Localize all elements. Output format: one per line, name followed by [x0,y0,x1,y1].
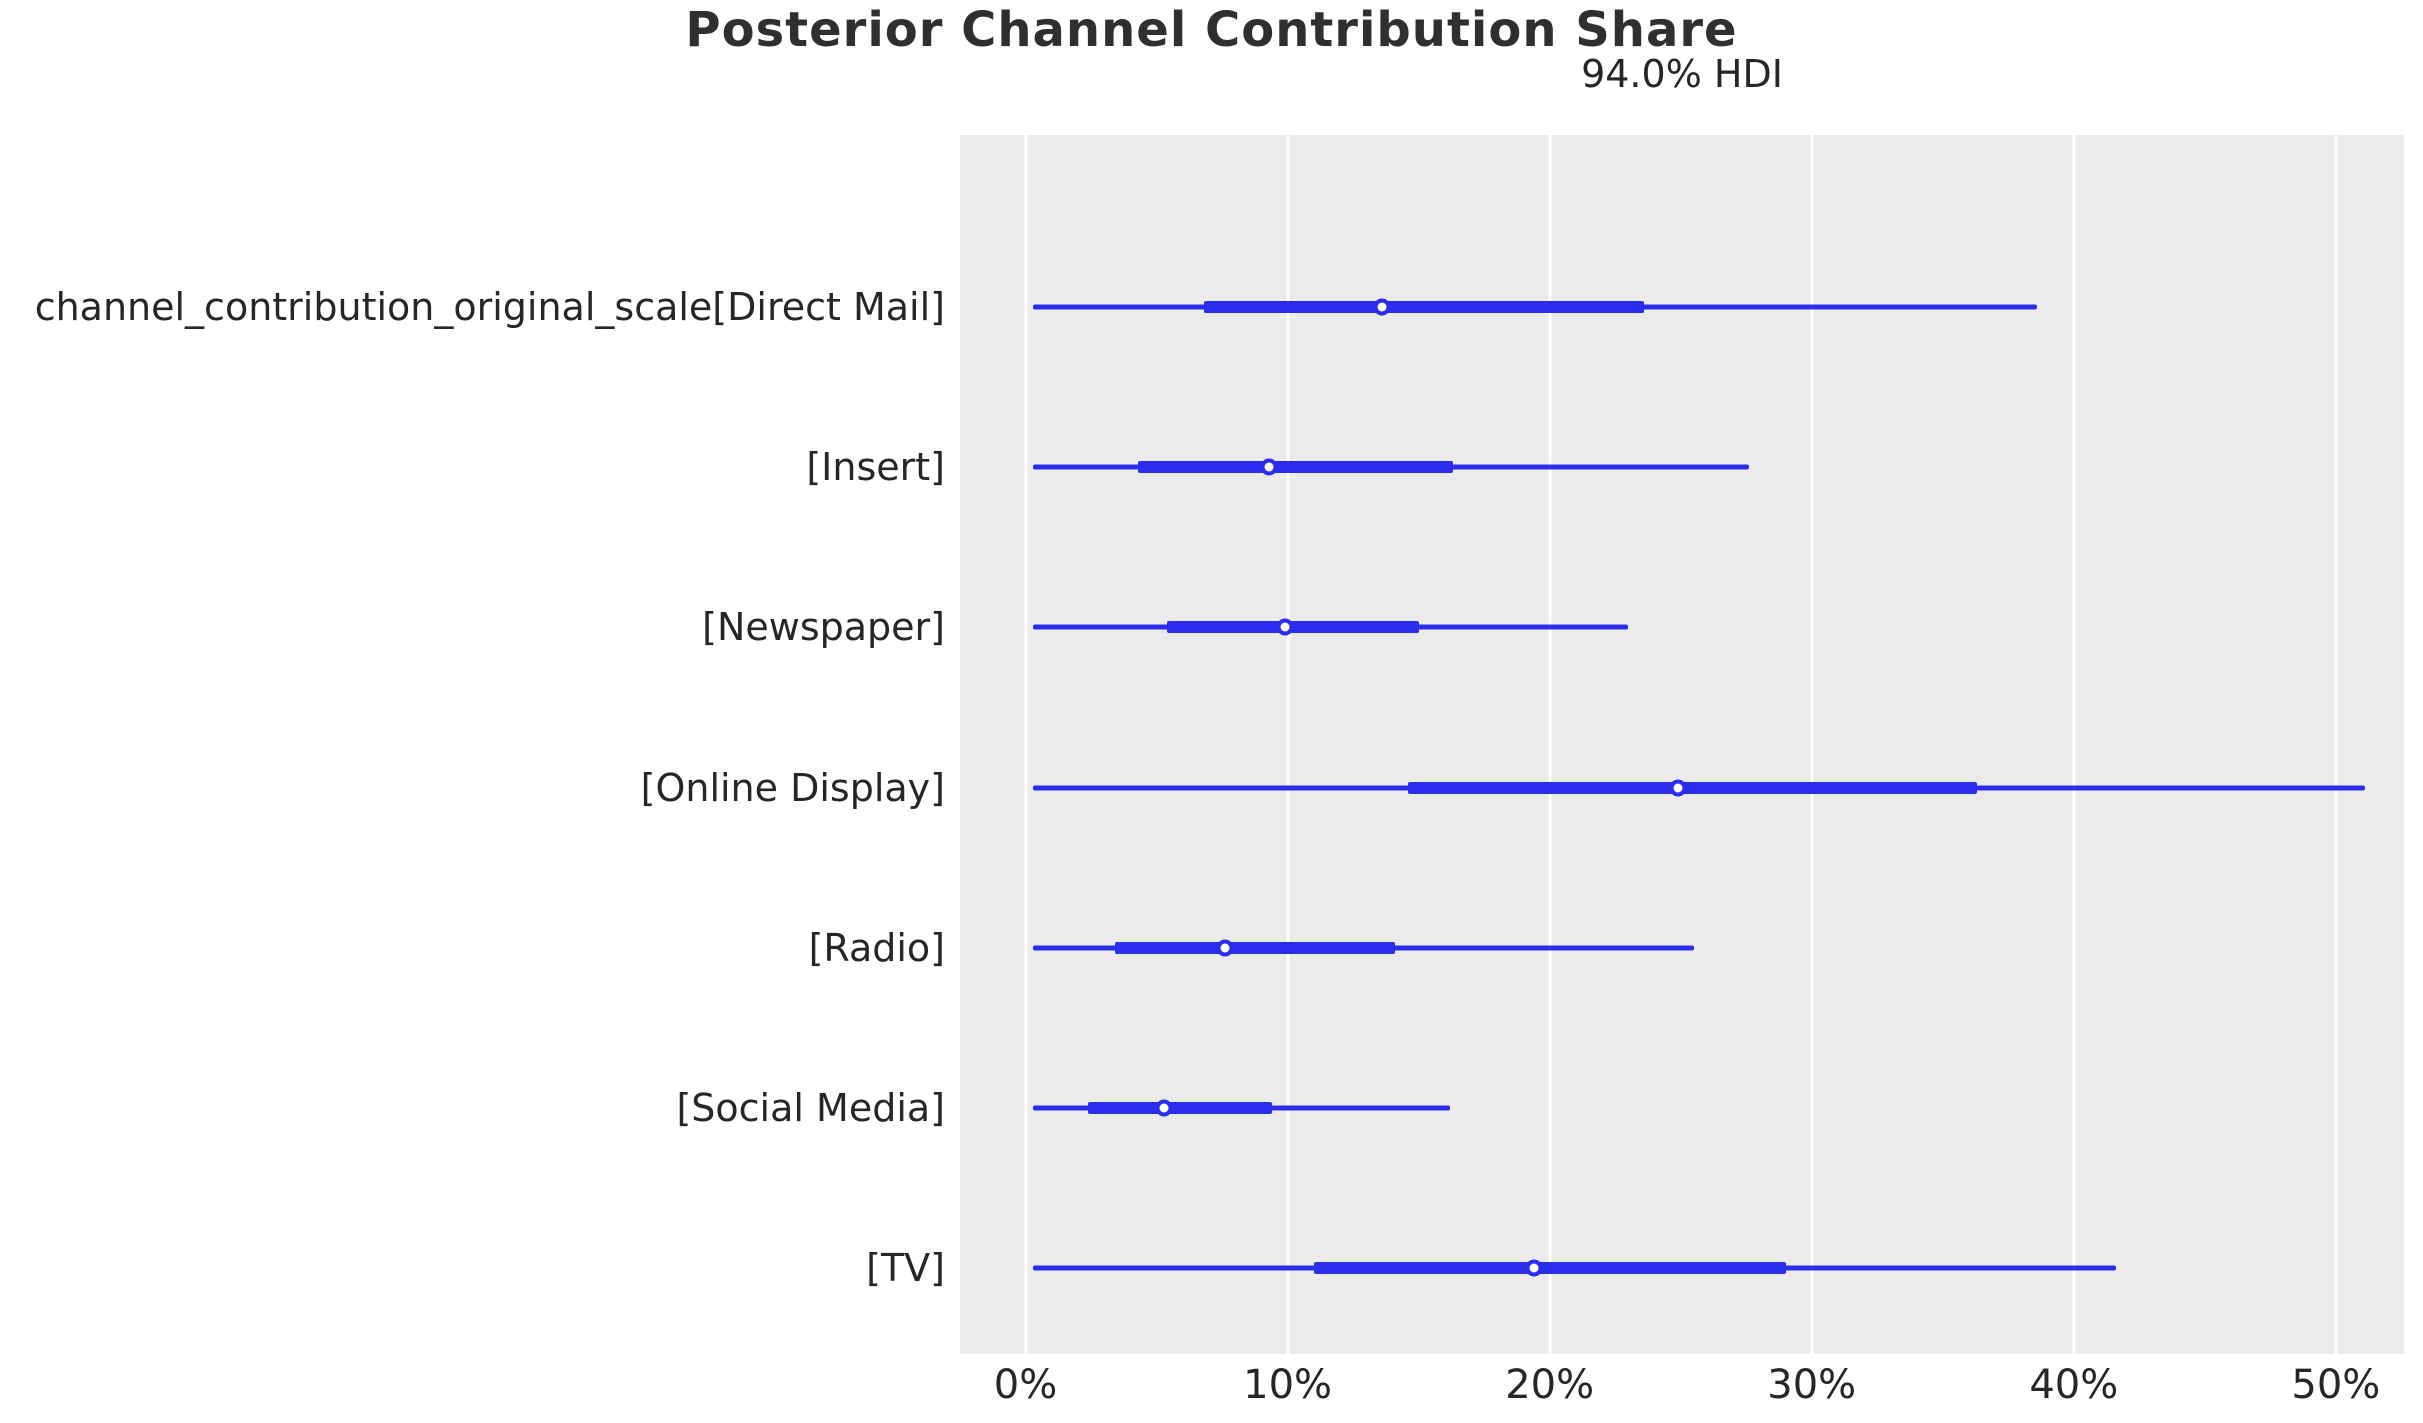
x-tick-label: 0% [993,1362,1058,1408]
median-marker [1216,939,1234,957]
quartile-line [1408,781,1977,794]
y-axis-label: [Insert] [806,445,945,490]
quartile-line [1313,1262,1786,1275]
figure-title: Posterior Channel Contribution Share [685,2,1738,58]
quartile-line [1203,301,1644,313]
x-tick-label: 40% [2029,1362,2119,1408]
y-axis-label: [Online Display] [640,765,945,810]
y-axis-label: [Social Media] [676,1086,945,1130]
x-tick-label: 30% [1767,1362,1857,1408]
quartile-line [1088,1102,1272,1114]
gridline-20% [1548,135,1552,1354]
gridline-10% [1286,135,1290,1354]
hdi-subtitle: 94.0% HDI [1581,52,1783,96]
median-marker [1260,458,1278,476]
median-marker [1155,1099,1173,1117]
y-axis-label: channel_contribution_original_scale[Dire… [34,285,945,329]
plot-area [960,135,2404,1354]
x-tick-label: 50% [2291,1362,2381,1408]
median-marker [1669,779,1687,797]
quartile-line [1114,941,1396,954]
quartile-line [1138,461,1453,474]
gridline-40% [2072,135,2076,1354]
y-axis-label: [Newspaper] [702,605,945,650]
y-axis-label: [Radio] [808,925,945,970]
median-marker [1276,618,1294,636]
gridline-0% [1024,135,1028,1354]
gridline-50% [2334,135,2338,1354]
median-marker [1373,298,1391,316]
y-axis-label: [TV] [866,1246,945,1291]
gridline-30% [1810,135,1814,1354]
x-tick-label: 20% [1505,1362,1595,1408]
x-tick-label: 10% [1243,1362,1333,1408]
median-marker [1525,1259,1543,1277]
